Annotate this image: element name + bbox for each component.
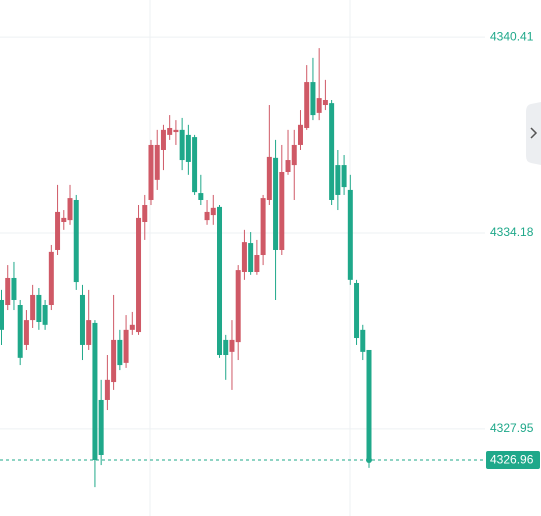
candle-body	[92, 322, 98, 461]
candle-body	[192, 137, 198, 193]
candle-body	[55, 211, 61, 250]
candle-body	[98, 399, 104, 455]
last-price-dot	[366, 457, 372, 464]
candle-body	[67, 198, 73, 221]
candle-body	[285, 160, 291, 172]
candle-body	[185, 134, 191, 162]
candle-body	[36, 294, 42, 322]
collapse-tab[interactable]	[526, 102, 541, 165]
candle-body	[61, 217, 67, 222]
candle-body	[210, 207, 216, 216]
candle-body	[198, 193, 204, 200]
candle-body	[291, 144, 297, 166]
y-tick-label: 4327.95	[490, 421, 534, 435]
candle-body	[179, 129, 185, 161]
candle-body	[42, 305, 48, 325]
candle-body	[111, 339, 117, 383]
candle-body	[136, 217, 142, 333]
candle-body	[366, 349, 372, 461]
candle-body	[79, 294, 85, 345]
tab-background[interactable]	[526, 102, 541, 165]
candle-body	[129, 324, 135, 330]
chevron-icon[interactable]	[530, 127, 538, 139]
candle-body	[217, 206, 223, 356]
candle-body	[360, 329, 366, 352]
candle-body	[335, 165, 341, 195]
y-tick-label: 4334.18	[490, 225, 534, 239]
candle-body	[341, 165, 347, 188]
candle-body	[167, 127, 173, 135]
candle-body	[0, 299, 4, 330]
candle-body	[160, 129, 166, 150]
candle-body	[310, 82, 316, 116]
last-price-label: 4326.96	[490, 453, 534, 467]
candle-body	[229, 339, 235, 352]
candle-body	[173, 129, 179, 133]
candle-body	[322, 99, 328, 106]
candle-body	[279, 172, 285, 250]
candle-body	[266, 156, 272, 200]
candle-body	[254, 255, 260, 272]
candle-body	[104, 379, 110, 400]
last-price-box	[486, 451, 540, 470]
candle-body	[273, 157, 279, 250]
candle-body	[30, 294, 36, 321]
candle-body	[304, 82, 310, 128]
plot: 4327.95 4334.18 4340.41 4326.96	[0, 29, 540, 488]
candle-body	[86, 320, 92, 345]
candle-body	[148, 144, 154, 200]
y-tick-label: 4340.41	[490, 29, 534, 43]
candle-body	[73, 199, 79, 283]
candle-body	[241, 242, 247, 272]
candle-body	[117, 339, 123, 366]
candle-body	[48, 251, 54, 306]
candle-body	[329, 103, 335, 200]
candle-body	[248, 243, 254, 272]
candle-body	[142, 205, 148, 222]
candle-body	[5, 277, 11, 306]
candle-body	[17, 305, 23, 358]
candle-body	[347, 189, 353, 280]
candle-body	[297, 124, 303, 145]
candle-body	[354, 282, 360, 339]
candle-body	[235, 270, 241, 343]
candle-body	[223, 339, 229, 356]
candle-body	[23, 320, 29, 345]
candle-body	[154, 144, 160, 180]
candle-body	[11, 277, 17, 300]
candle-body	[123, 329, 129, 363]
candle-body	[204, 211, 210, 221]
candle-body	[260, 198, 266, 256]
candle-body	[316, 98, 322, 113]
